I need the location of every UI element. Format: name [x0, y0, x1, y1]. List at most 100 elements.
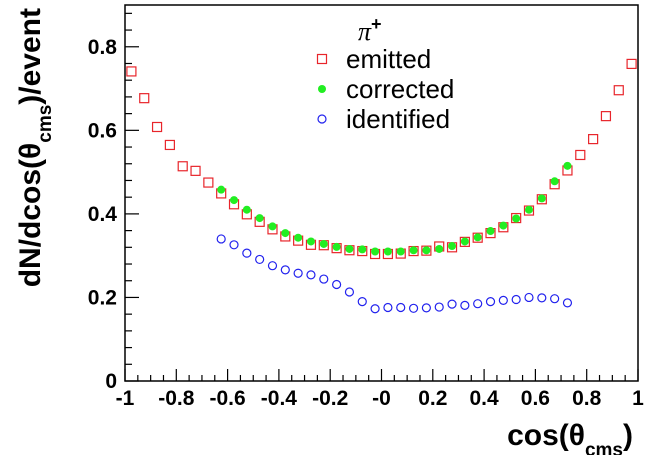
data-points: [126, 58, 637, 314]
corrected-point: [460, 237, 469, 246]
corrected-point: [563, 161, 572, 170]
emitted-point: [459, 236, 470, 247]
identified-point: [370, 304, 380, 314]
x-tick-label: -1: [116, 387, 135, 410]
emitted-point: [600, 111, 612, 122]
corrected-point: [294, 233, 303, 242]
emitted-point: [139, 93, 150, 104]
emitted-point: [472, 232, 483, 243]
identified-point: [344, 287, 355, 297]
corrected-point: [281, 229, 290, 238]
corrected-point: [332, 242, 341, 251]
emitted-point: [177, 161, 188, 172]
x-tick-label: -0: [372, 387, 391, 410]
x-tick-label: 0.4: [469, 387, 499, 410]
legend-identified-marker: [317, 114, 327, 124]
corrected-point: [358, 245, 367, 254]
corrected-point: [230, 196, 239, 205]
identified-point: [293, 268, 303, 278]
identified-point: [229, 240, 239, 250]
identified-point: [396, 302, 406, 313]
identified-point: [562, 298, 573, 308]
identified-point: [537, 293, 547, 303]
identified-point: [550, 294, 560, 304]
identified-point: [280, 265, 290, 275]
x-tick-label: -0.2: [312, 387, 348, 410]
emitted-point: [190, 165, 201, 176]
legend-emitted-marker: [316, 53, 328, 65]
corrected-point: [268, 222, 277, 231]
emitted-point: [164, 139, 175, 151]
y-axis-title: dN/dcos(θcms)/event: [14, 8, 56, 287]
identified-point: [255, 254, 265, 265]
y-tick-label: 0.2: [88, 286, 117, 309]
legend-title: π+: [358, 14, 382, 46]
corrected-point: [422, 246, 431, 255]
legend-corrected-marker: [318, 85, 326, 93]
identified-point: [434, 302, 444, 312]
series-corrected: [217, 161, 572, 256]
x-tick-label: 0.2: [418, 387, 447, 410]
identified-point: [421, 303, 431, 313]
identified-point: [473, 299, 483, 309]
y-tick-label: 0: [105, 370, 117, 393]
corrected-point: [255, 214, 264, 223]
y-axis-label: dN/dcos(θcms)/event: [14, 8, 56, 287]
emitted-point: [575, 149, 586, 161]
identified-point: [319, 274, 329, 284]
emitted-point: [421, 245, 432, 256]
identified-point: [332, 279, 342, 290]
corrected-point: [435, 244, 444, 253]
legend-corrected-label: corrected: [346, 74, 454, 104]
identified-point: [485, 297, 496, 307]
corrected-point: [371, 247, 380, 256]
x-tick-label: 0.8: [572, 387, 602, 410]
corrected-point: [524, 205, 533, 214]
identified-point: [447, 299, 457, 309]
identified-point: [357, 297, 367, 307]
corrected-point: [550, 177, 559, 186]
corrected-point: [396, 247, 405, 256]
x-tick-label: -0.6: [210, 387, 246, 410]
legend-identified-label: identified: [346, 104, 450, 134]
y-tick-label: 0.6: [88, 119, 117, 142]
emitted-point: [126, 66, 137, 77]
x-tick-label: -0.8: [158, 387, 195, 410]
identified-point: [267, 261, 278, 271]
series-identified: [216, 234, 573, 314]
corrected-point: [512, 214, 521, 223]
corrected-point: [409, 246, 418, 255]
emitted-point: [203, 177, 214, 188]
x-tick-label: 0.6: [521, 387, 550, 410]
axis-ticks: [124, 12, 639, 382]
corrected-point: [319, 239, 328, 248]
corrected-point: [306, 237, 315, 246]
x-tick-label: 1: [632, 387, 644, 410]
identified-point: [216, 234, 226, 244]
corrected-point: [486, 227, 495, 236]
x-axis-title: cos(θcms): [507, 419, 633, 455]
identified-point: [306, 270, 316, 280]
corrected-point: [473, 233, 482, 242]
corrected-point: [217, 185, 226, 194]
corrected-point: [537, 194, 546, 203]
x-tick-label: -0.4: [261, 387, 298, 410]
axis-tick-labels: -1 -0.8 -0.6 -0.4 -0.2 -0 0.2 0.4 0.6 0.8 1 0 0.2 0.4…: [88, 36, 644, 410]
x-axis-label: cos(θcms): [507, 419, 633, 455]
emitted-point: [151, 121, 163, 133]
identified-point: [511, 294, 521, 305]
corrected-point: [499, 221, 508, 230]
emitted-point: [626, 58, 637, 70]
corrected-point: [383, 247, 392, 256]
y-tick-label: 0.4: [88, 203, 118, 226]
emitted-point: [613, 85, 624, 96]
emitted-point: [511, 212, 522, 224]
identified-point: [498, 295, 508, 305]
identified-point: [524, 292, 534, 303]
identified-point: [460, 300, 470, 310]
legend-emitted-label: emitted: [346, 44, 431, 74]
corrected-point: [345, 244, 354, 253]
y-tick-label: 0.8: [88, 36, 118, 59]
